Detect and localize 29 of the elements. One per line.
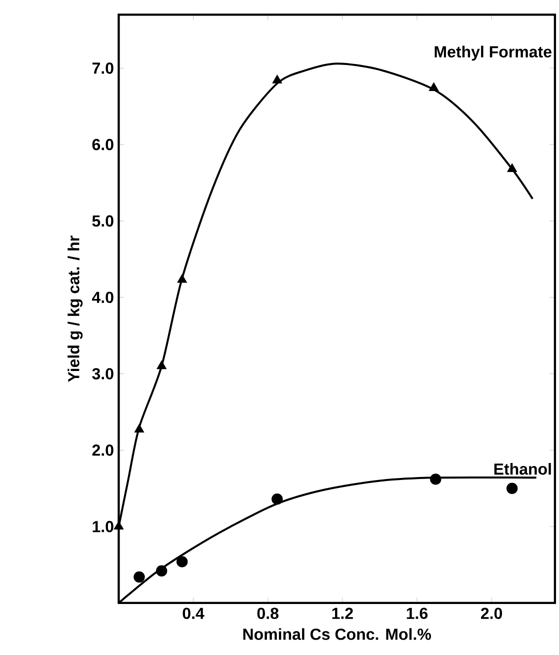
x-tick-label: 1.6: [406, 608, 428, 620]
point: [156, 360, 167, 370]
point: [428, 82, 439, 91]
y-tick-label: 1.0: [92, 520, 114, 532]
x-tick-label: 0.8: [257, 608, 279, 620]
point: [272, 74, 282, 84]
series-label: Methyl Formate: [434, 46, 552, 61]
point: [507, 163, 517, 172]
point: [134, 571, 145, 583]
y-axis-title: Yield g / kg cat. / hr: [68, 236, 83, 382]
point: [177, 274, 188, 283]
y-tick-label: 7.0: [92, 62, 114, 74]
x-tick-label: 1.2: [332, 608, 353, 619]
point: [156, 565, 168, 576]
point: [506, 482, 518, 494]
y-tick-label: 5.0: [92, 215, 114, 227]
x-axis-title: Nominal Cs Conc. Mol.%: [243, 628, 432, 640]
y-tick-label: 2.0: [92, 444, 114, 456]
x-tick-label: 0.4: [182, 608, 204, 620]
point: [272, 493, 283, 505]
point: [430, 474, 442, 485]
point: [114, 520, 124, 530]
series-label: Ethanol: [494, 462, 551, 475]
point: [176, 556, 188, 568]
y-tick-label: 4.0: [92, 292, 114, 304]
y-tick-label: 3.0: [92, 368, 114, 380]
x-tick-label: 2.0: [481, 608, 502, 620]
y-tick-label: 6.0: [92, 138, 114, 150]
point: [134, 424, 144, 432]
